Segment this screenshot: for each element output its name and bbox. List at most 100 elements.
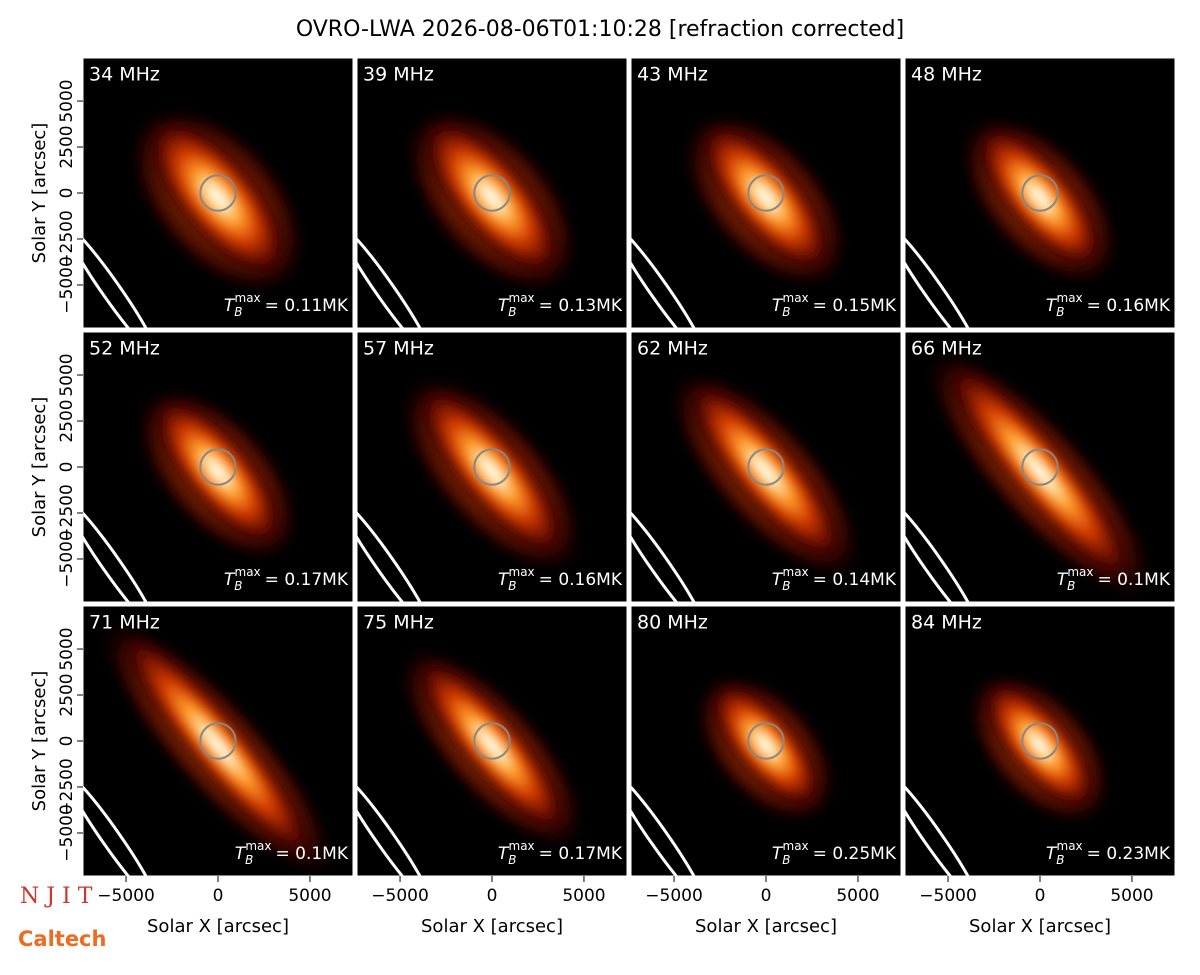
tb-symbol: T — [772, 844, 784, 864]
beam — [357, 224, 432, 328]
tb-sup: max — [1067, 565, 1093, 579]
x-tick-label: 0 — [213, 886, 224, 906]
tb-value: = 0.16MK — [1087, 296, 1171, 316]
tb-symbol: T — [772, 296, 784, 316]
emission — [707, 680, 824, 811]
tb-value: = 0.17MK — [265, 570, 349, 590]
frequency-label: 71 MHz — [89, 612, 160, 634]
tb-sub: B — [508, 853, 516, 867]
tb-max-label: TBmax = 0.15MK — [772, 291, 897, 319]
tb-sub: B — [245, 853, 253, 867]
panel — [83, 606, 353, 876]
tb-sub: B — [782, 579, 790, 593]
tb-symbol: T — [224, 296, 236, 316]
panel-frame — [904, 331, 1176, 603]
y-axis-label: Solar Y [arcsec] — [29, 123, 50, 264]
y-tick-label: −5000 — [57, 804, 77, 862]
solar-disk — [1021, 722, 1059, 760]
tb-max-label: TBmax = 0.16MK — [1046, 291, 1171, 319]
x-axis-label: Solar X [arcsec] — [147, 916, 289, 937]
y-tick-label: 2500 — [57, 399, 77, 442]
y-tick-label: 2500 — [57, 673, 77, 716]
tb-sub: B — [1067, 579, 1075, 593]
tb-value: = 0.25MK — [813, 844, 897, 864]
tb-sup: max — [245, 839, 271, 853]
tb-value: = 0.15MK — [813, 296, 897, 316]
panel-frame — [904, 57, 1176, 329]
tb-sub: B — [508, 305, 516, 319]
tb-value: = 0.1MK — [1098, 570, 1171, 590]
y-tick-label: −2500 — [57, 758, 77, 816]
beam — [631, 772, 706, 876]
emission — [413, 654, 570, 836]
x-tick-label: 0 — [487, 886, 498, 906]
tb-sub: B — [1056, 853, 1064, 867]
beam — [357, 772, 432, 876]
beam — [905, 772, 980, 876]
emission — [697, 120, 834, 274]
panel — [357, 332, 627, 602]
njit-logo: N J I T — [20, 884, 93, 909]
tb-sub: B — [782, 305, 790, 319]
panel — [357, 606, 627, 876]
tb-sup: max — [509, 291, 535, 305]
tb-symbol: T — [498, 570, 510, 590]
tb-value: = 0.16MK — [539, 570, 623, 590]
y-tick-label: −2500 — [57, 484, 77, 542]
x-tick-label: 5000 — [288, 886, 331, 906]
x-tick-label: 5000 — [562, 886, 605, 906]
emission — [145, 116, 290, 279]
tb-max-label: TBmax = 0.11MK — [224, 291, 349, 319]
solar-disk — [747, 722, 785, 760]
tb-max-label: TBmax = 0.17MK — [498, 839, 623, 867]
panel — [905, 58, 1175, 328]
panel — [83, 58, 353, 328]
y-tick-label: −5000 — [57, 530, 77, 588]
beam — [631, 498, 706, 602]
tb-sub: B — [508, 579, 516, 593]
emission — [980, 678, 1099, 812]
y-tick-label: 0 — [57, 188, 77, 199]
emission — [420, 116, 563, 279]
x-tick-label: 0 — [761, 886, 772, 906]
tb-symbol: T — [1046, 844, 1058, 864]
tb-value: = 0.14MK — [813, 570, 897, 590]
panel-frame — [630, 57, 902, 329]
beam — [631, 224, 706, 328]
tb-sub: B — [1056, 305, 1064, 319]
y-tick-label: 5000 — [57, 79, 77, 122]
tb-value: = 0.11MK — [265, 296, 349, 316]
y-tick-label: −2500 — [57, 210, 77, 268]
x-tick-label: −5000 — [645, 886, 703, 906]
x-tick-label: −5000 — [97, 886, 155, 906]
tb-sup: max — [783, 565, 809, 579]
beam — [357, 498, 432, 602]
solar-disk — [1021, 174, 1059, 212]
frequency-label: 52 MHz — [89, 338, 160, 360]
solar-disk — [473, 448, 511, 486]
y-tick-label: 2500 — [57, 125, 77, 168]
tb-max-label: TBmax = 0.1MK — [235, 839, 349, 867]
panel — [631, 332, 901, 602]
panel — [631, 606, 901, 876]
panel — [631, 58, 901, 328]
emission — [685, 378, 846, 565]
panel — [357, 58, 627, 328]
tb-max-label: TBmax = 0.25MK — [772, 839, 897, 867]
tb-sub: B — [782, 853, 790, 867]
frequency-label: 80 MHz — [637, 612, 708, 634]
y-tick-label: −5000 — [57, 256, 77, 314]
x-axis-label: Solar X [arcsec] — [421, 916, 563, 937]
solar-disk — [199, 174, 237, 212]
emission — [118, 628, 317, 862]
tb-sup: max — [1057, 291, 1083, 305]
x-tick-label: 0 — [1035, 886, 1046, 906]
tb-sup: max — [783, 839, 809, 853]
figure-title: OVRO-LWA 2026-08-06T01:10:28 [refraction… — [296, 17, 904, 42]
emission — [974, 123, 1105, 272]
tb-max-label: TBmax = 0.1MK — [1057, 565, 1171, 593]
y-tick-label: 0 — [57, 462, 77, 473]
x-tick-label: −5000 — [371, 886, 429, 906]
